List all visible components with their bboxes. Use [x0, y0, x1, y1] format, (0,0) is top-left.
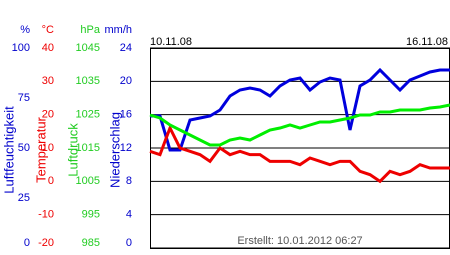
axis-unit: % [20, 24, 30, 36]
y-tick-label: -20 [38, 237, 54, 249]
data-line [150, 67, 450, 152]
y-tick-label: 1025 [76, 109, 100, 121]
y-tick-label: 50 [18, 142, 30, 154]
y-tick-label: 20 [120, 75, 132, 87]
y-tick-label: 40 [42, 42, 54, 54]
y-tick-label: 10 [42, 142, 54, 154]
y-tick-label: -10 [38, 209, 54, 221]
axis-unit: °C [42, 24, 54, 36]
y-tick-label: 75 [18, 92, 30, 104]
y-tick-label: 30 [42, 75, 54, 87]
data-line [149, 103, 450, 147]
y-tick-label: 0 [126, 237, 132, 249]
y-tick-label: 1015 [76, 142, 100, 154]
y-tick-label: 0 [24, 237, 30, 249]
axis-unit: mm/h [105, 24, 133, 36]
y-tick-label: 1035 [76, 75, 100, 87]
axis-label: Luftdruck [65, 123, 80, 177]
y-tick-label: 12 [120, 142, 132, 154]
axis-label: Temperatur [33, 116, 48, 182]
axis-unit: hPa [80, 24, 100, 36]
end-date: 16.11.08 [406, 36, 448, 48]
y-tick-label: 20 [42, 109, 54, 121]
axis-label: Luftfeuchtigkeit [1, 106, 16, 194]
data-line [149, 124, 450, 184]
y-tick-label: 24 [120, 42, 132, 54]
y-tick-label: 100 [12, 42, 30, 54]
y-tick-label: 1045 [76, 42, 100, 54]
footer: Erstellt: 10.01.2012 06:27 [237, 235, 362, 247]
start-date: 10.11.08 [150, 36, 192, 48]
y-tick-label: 1005 [76, 175, 100, 187]
y-tick-label: 25 [18, 192, 30, 204]
y-tick-label: 16 [120, 109, 132, 121]
y-tick-label: 995 [82, 209, 100, 221]
y-tick-label: 985 [82, 237, 100, 249]
y-tick-label: 4 [126, 209, 132, 221]
axis-label: Niederschlag [107, 112, 122, 188]
y-tick-label: 0 [48, 175, 54, 187]
y-tick-label: 8 [126, 175, 132, 187]
